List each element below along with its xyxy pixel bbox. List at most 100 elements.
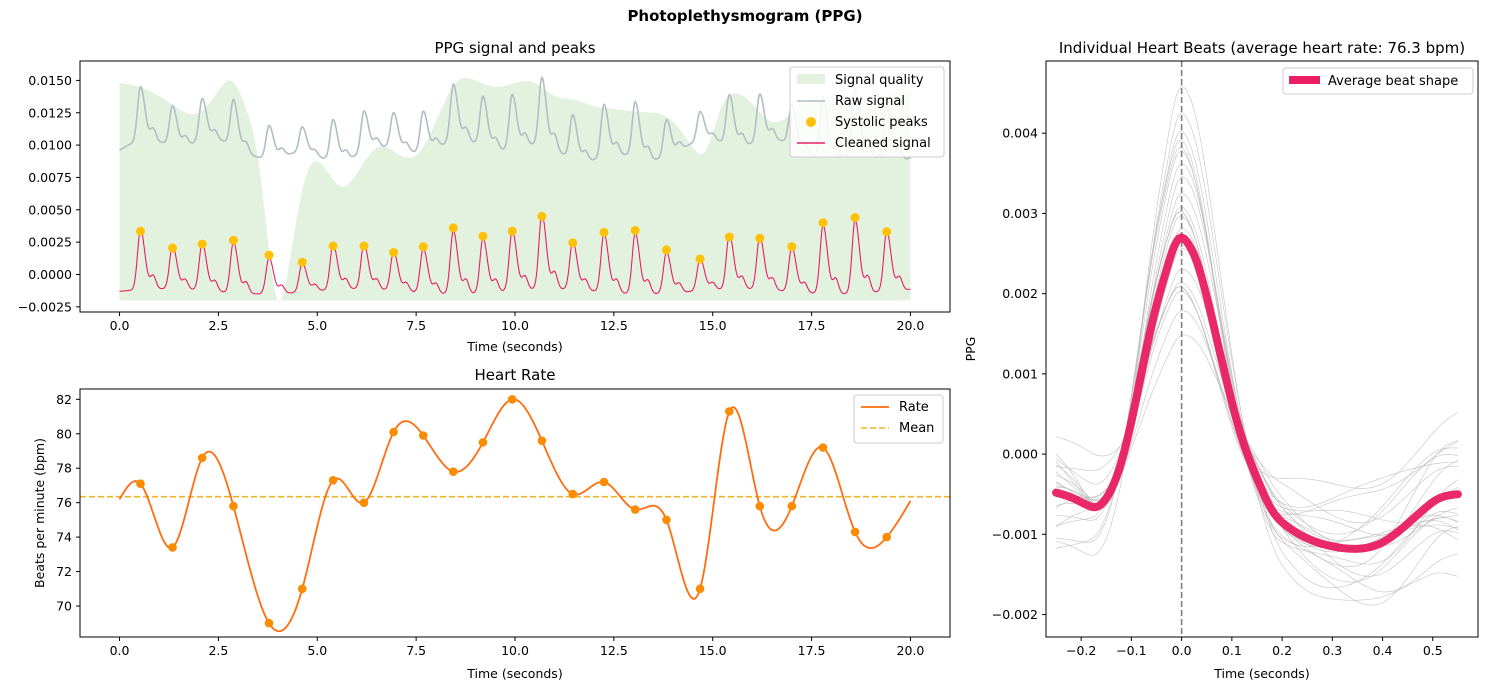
heart-rate-legend: Rate Mean	[853, 394, 944, 444]
legend-label-raw-signal: Raw signal	[835, 94, 905, 109]
systolic-peak-point	[478, 231, 488, 241]
heart-beats-y-tick-label: 0.001	[1002, 366, 1038, 381]
systolic-peak-point	[661, 245, 671, 255]
heart-rate-y-tick-label: 72	[56, 564, 72, 579]
figure-suptitle: Photoplethysmogram (PPG)	[627, 7, 862, 25]
systolic-peak-point	[136, 226, 146, 236]
heart-rate-point	[359, 498, 369, 507]
ppg-x-tick-label: 20.0	[897, 318, 925, 333]
systolic-peak-point	[850, 213, 860, 223]
legend-label-signal-quality: Signal quality	[835, 73, 924, 88]
systolic-peak-point	[787, 242, 797, 252]
heart-beats-panel-frame	[1045, 60, 1479, 638]
systolic-peak-point	[724, 232, 734, 242]
heart-beats-x-axis-label: Time (seconds)	[1213, 666, 1309, 681]
raw-signal-line	[119, 75, 911, 161]
heart-rate-point	[882, 532, 892, 542]
heart-rate-point	[229, 501, 238, 511]
average-beat-shape-line	[1052, 233, 1462, 553]
ppg-y-tick-label: 0.0025	[28, 235, 72, 250]
heart-rate-point	[695, 584, 705, 594]
ppg-signal-panel: PPG signal and peaks 0.0 2.5 5.0 7.5 10.0 12.…	[18, 39, 951, 354]
ppg-y-tick-label: 0.0125	[28, 105, 72, 120]
heart-rate-point	[568, 489, 578, 499]
heart-beats-y-tick-label: −0.001	[992, 527, 1038, 542]
heart-rate-point	[389, 427, 398, 437]
heart-rate-y-tick-label: 80	[56, 426, 72, 441]
systolic-peak-point	[168, 243, 178, 253]
ppg-x-tick-label: 7.5	[406, 318, 426, 333]
heart-rate-point	[168, 543, 177, 552]
heart-beats-y-tick-label: −0.002	[992, 607, 1038, 622]
heart-rate-point	[418, 431, 428, 440]
heart-rate-x-tick-label: 15.0	[699, 643, 727, 658]
systolic-peak-point	[389, 247, 399, 257]
heart-beats-y-tick-label: 0.004	[1002, 126, 1038, 141]
ppg-x-tick-label: 12.5	[600, 318, 628, 333]
heart-beats-y-tick-label: 0.003	[1002, 206, 1038, 221]
heart-rate-point	[725, 407, 734, 416]
heart-rate-y-tick-label: 78	[56, 461, 72, 476]
ppg-panel-title: PPG signal and peaks	[434, 39, 595, 57]
systolic-peak-point	[448, 223, 458, 233]
individual-beat-line	[1055, 310, 1458, 544]
heart-rate-x-tick-label: 5.0	[307, 643, 327, 658]
heart-beats-legend-box	[1282, 67, 1474, 95]
heart-beats-y-axis-label: PPG	[963, 337, 978, 362]
heart-rate-y-axis-label: Beats per minute (bpm)	[32, 438, 47, 588]
legend-label-average-beat: Average beat shape	[1328, 74, 1458, 89]
individual-beat-line	[1056, 285, 1459, 489]
systolic-peak-point	[882, 227, 892, 237]
ppg-y-tick-label: 0.0100	[28, 138, 72, 153]
cleaned-signal-line	[119, 212, 911, 295]
systolic-peak-point	[630, 225, 640, 235]
systolic-peak-point	[755, 233, 765, 243]
systolic-peak-point	[228, 235, 238, 245]
heart-rate-point	[136, 479, 145, 489]
ppg-y-tick-label: 0.0150	[28, 73, 72, 88]
heart-rate-point	[599, 477, 609, 487]
ppg-x-axis-label: Time (seconds)	[466, 339, 562, 354]
heart-beats-x-tick-label: 0.4	[1373, 643, 1393, 658]
systolic-peak-point	[599, 227, 609, 237]
heart-rate-panel-title: Heart Rate	[475, 366, 556, 384]
heart-beats-y-tick-label: 0.002	[1002, 286, 1038, 301]
heart-rate-point	[264, 618, 274, 628]
ppg-x-tick-label: 2.5	[208, 318, 228, 333]
heart-beats-panel-title: Individual Heart Beats (average heart ra…	[1059, 39, 1465, 57]
heart-beats-y-tick-label: 0.000	[1002, 447, 1038, 462]
ppg-x-tick-label: 5.0	[307, 318, 327, 333]
heart-beats-x-tick-label: 0.0	[1172, 643, 1192, 658]
systolic-peak-point	[818, 218, 828, 228]
heart-rate-panel: Heart Rate 0.0 2.5 5.0 7.5 10.0 12.5 15.0 17.5 2…	[32, 366, 951, 681]
heart-beats-x-tick-label: −0.2	[1066, 643, 1096, 658]
heart-rate-x-tick-label: 20.0	[897, 643, 925, 658]
systolic-peak-point	[695, 254, 705, 264]
heart-rate-point	[787, 501, 797, 511]
legend-swatch-signal-quality	[797, 74, 825, 84]
ppg-x-tick-label: 10.0	[501, 318, 529, 333]
heart-rate-point	[850, 527, 860, 537]
systolic-peak-point	[507, 226, 517, 236]
ppg-y-tick-label: 0.0050	[28, 202, 72, 217]
systolic-peak-point	[264, 250, 274, 260]
legend-label-rate: Rate	[899, 400, 929, 415]
heart-rate-y-tick-label: 74	[56, 530, 72, 545]
systolic-peak-point	[418, 242, 428, 252]
heart-rate-panel-frame	[79, 388, 951, 638]
individual-beat-line	[1055, 290, 1459, 548]
heart-rate-y-tick-label: 76	[56, 495, 72, 510]
heart-beats-legend: Average beat shape	[1282, 67, 1474, 95]
heart-beats-x-tick-label: 0.3	[1322, 643, 1342, 658]
heart-rate-x-tick-label: 12.5	[600, 643, 628, 658]
heart-rate-point	[507, 395, 517, 404]
heart-rate-x-tick-label: 7.5	[406, 643, 426, 658]
systolic-peak-point	[568, 238, 578, 248]
heart-rate-x-tick-label: 10.0	[501, 643, 529, 658]
systolic-peak-point	[537, 211, 547, 221]
heart-rate-y-tick-label: 82	[56, 392, 72, 407]
legend-label-cleaned-signal: Cleaned signal	[835, 136, 931, 151]
heart-beats-x-tick-label: 0.5	[1423, 643, 1443, 658]
heart-rate-point	[197, 453, 207, 463]
individual-beat-line	[1056, 210, 1458, 606]
